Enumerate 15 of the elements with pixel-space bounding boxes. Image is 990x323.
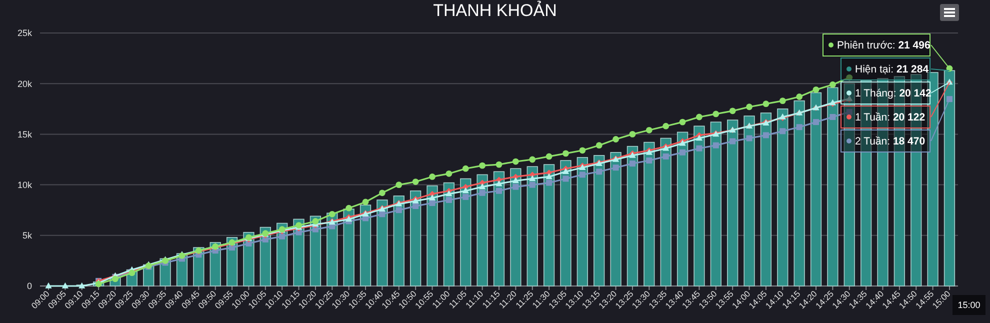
legend-label: 2 Tuần: (855, 136, 893, 148)
y-tick-label: 25k (17, 28, 32, 38)
legend-label: Phiên trước: (837, 40, 898, 52)
data-label: 20 122 (892, 112, 926, 124)
legend-label: 1 Tháng: (855, 88, 900, 100)
y-tick-label: 20k (17, 78, 32, 89)
y-tick-label: 0 (26, 281, 32, 292)
y-tick-label: 5k (22, 230, 32, 241)
legend-label: Hiện tại: (855, 64, 896, 76)
y-tick-label: 10k (17, 180, 32, 190)
chart-title: THANH KHOẢN (433, 0, 557, 20)
data-label: 21 284 (896, 64, 929, 76)
data-label: 18 470 (892, 136, 926, 148)
y-tick-label: 15k (17, 129, 32, 140)
legend-label: 1 Tuần: (855, 112, 893, 124)
